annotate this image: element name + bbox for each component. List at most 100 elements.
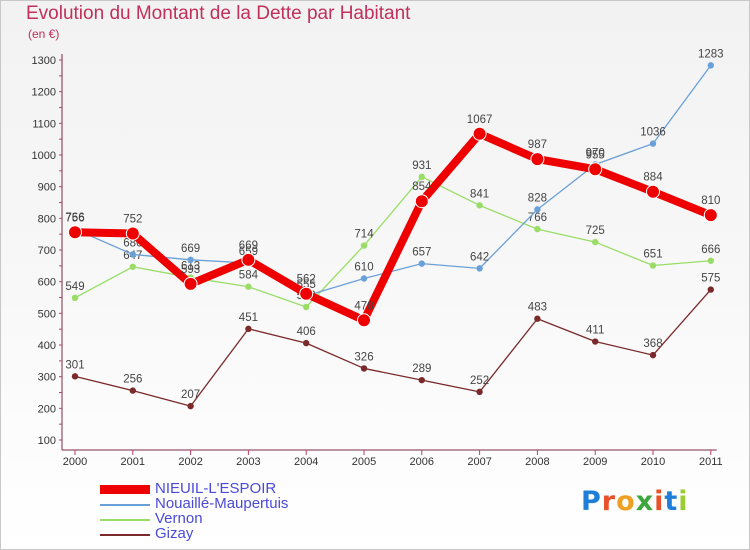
- y-tick-label: 1200: [32, 87, 56, 99]
- data-point: [707, 257, 714, 264]
- data-point: [592, 338, 599, 345]
- data-point: [534, 206, 541, 213]
- series-line: [71, 129, 715, 325]
- data-label: 613: [181, 261, 200, 273]
- data-point: [418, 173, 425, 181]
- data-point: [357, 313, 371, 328]
- x-tick-label: 2009: [583, 456, 607, 468]
- logo-letter: P: [581, 486, 602, 517]
- legend-swatch: [100, 534, 150, 536]
- data-label: 666: [701, 244, 720, 256]
- data-point: [707, 62, 714, 69]
- data-label: 714: [354, 229, 374, 241]
- y-tick-label: 500: [38, 308, 56, 320]
- data-point: [245, 325, 252, 333]
- data-point: [129, 387, 136, 394]
- legend-swatch: [100, 504, 150, 506]
- y-tick-label: 800: [38, 213, 56, 225]
- legend-swatch: [100, 485, 150, 494]
- data-point: [245, 283, 252, 290]
- data-label: 970: [586, 148, 605, 160]
- data-point: [71, 294, 79, 302]
- legend-label: NIEUIL-L'ESPOIR: [155, 480, 277, 497]
- x-tick-label: 2000: [63, 456, 87, 468]
- data-point: [592, 238, 599, 246]
- data-label: 584: [239, 270, 259, 282]
- data-point: [360, 275, 368, 282]
- data-point: [183, 276, 198, 291]
- logo-letter: i: [678, 486, 689, 517]
- y-tick-label: 1000: [32, 150, 56, 162]
- x-tick-label: 2005: [352, 456, 376, 468]
- data-label: 610: [354, 262, 373, 274]
- data-label: 955: [586, 149, 605, 161]
- y-tick-label: 100: [38, 435, 56, 447]
- x-tick-label: 2004: [294, 456, 318, 468]
- x-tick-label: 2001: [121, 456, 145, 468]
- y-tick-label: 400: [38, 340, 56, 352]
- data-point: [649, 262, 657, 269]
- data-point: [707, 286, 714, 293]
- data-point: [476, 202, 483, 209]
- data-label: 752: [123, 214, 142, 226]
- data-label: 828: [528, 192, 547, 204]
- data-point: [360, 242, 368, 249]
- legend-label: Vernon: [155, 510, 203, 527]
- data-point: [414, 194, 429, 209]
- data-point: [187, 402, 194, 410]
- data-point: [476, 388, 483, 396]
- series-line: [74, 176, 712, 308]
- x-tick-label: 2002: [178, 456, 202, 468]
- data-label: 756: [65, 212, 84, 224]
- data-point: [530, 152, 545, 167]
- data-point: [703, 208, 718, 223]
- data-point: [129, 263, 136, 270]
- y-tick-label: 1100: [32, 118, 56, 130]
- data-label: 854: [412, 181, 432, 193]
- data-label: 483: [528, 302, 547, 314]
- data-label: 575: [701, 273, 720, 285]
- data-point: [68, 225, 82, 240]
- data-point: [241, 252, 256, 267]
- x-tick-label: 2011: [699, 456, 723, 468]
- data-point: [129, 251, 136, 258]
- data-label: 252: [470, 375, 489, 387]
- data-label: 1067: [467, 114, 493, 126]
- x-tick-label: 2003: [236, 456, 260, 468]
- y-tick-label: 200: [38, 403, 56, 415]
- logo-letter: o: [616, 486, 636, 517]
- unit-label: (en €): [28, 27, 60, 41]
- data-point: [125, 226, 140, 241]
- data-point: [360, 365, 368, 372]
- data-point: [418, 376, 425, 384]
- data-point: [646, 184, 660, 199]
- y-tick-label: 700: [38, 245, 56, 257]
- data-label: 451: [239, 312, 258, 324]
- data-label: 207: [181, 389, 200, 401]
- y-tick-label: 600: [38, 277, 56, 289]
- data-point: [472, 126, 487, 141]
- data-point: [588, 162, 603, 177]
- data-label: 1036: [640, 127, 666, 139]
- legend-label: Gizay: [155, 525, 194, 542]
- data-label: 651: [643, 249, 662, 261]
- x-tick-label: 2007: [467, 456, 491, 468]
- x-tick-label: 2008: [525, 456, 549, 468]
- data-label: 766: [65, 212, 84, 224]
- data-label: 810: [701, 195, 720, 207]
- x-tick-label: 2010: [641, 456, 665, 468]
- series-line: [74, 64, 712, 297]
- data-point: [534, 225, 541, 233]
- chart-title: Evolution du Montant de la Dette par Hab…: [26, 3, 411, 24]
- data-label: 326: [354, 351, 373, 363]
- legend-swatch: [100, 519, 150, 521]
- y-tick-label: 1300: [32, 55, 56, 67]
- data-point: [71, 373, 79, 380]
- data-label: 478: [354, 300, 373, 312]
- y-tick-label: 900: [38, 182, 56, 194]
- data-point: [299, 286, 314, 301]
- data-point: [187, 256, 194, 264]
- logo-letter: i: [654, 486, 665, 517]
- data-label: 368: [643, 338, 662, 350]
